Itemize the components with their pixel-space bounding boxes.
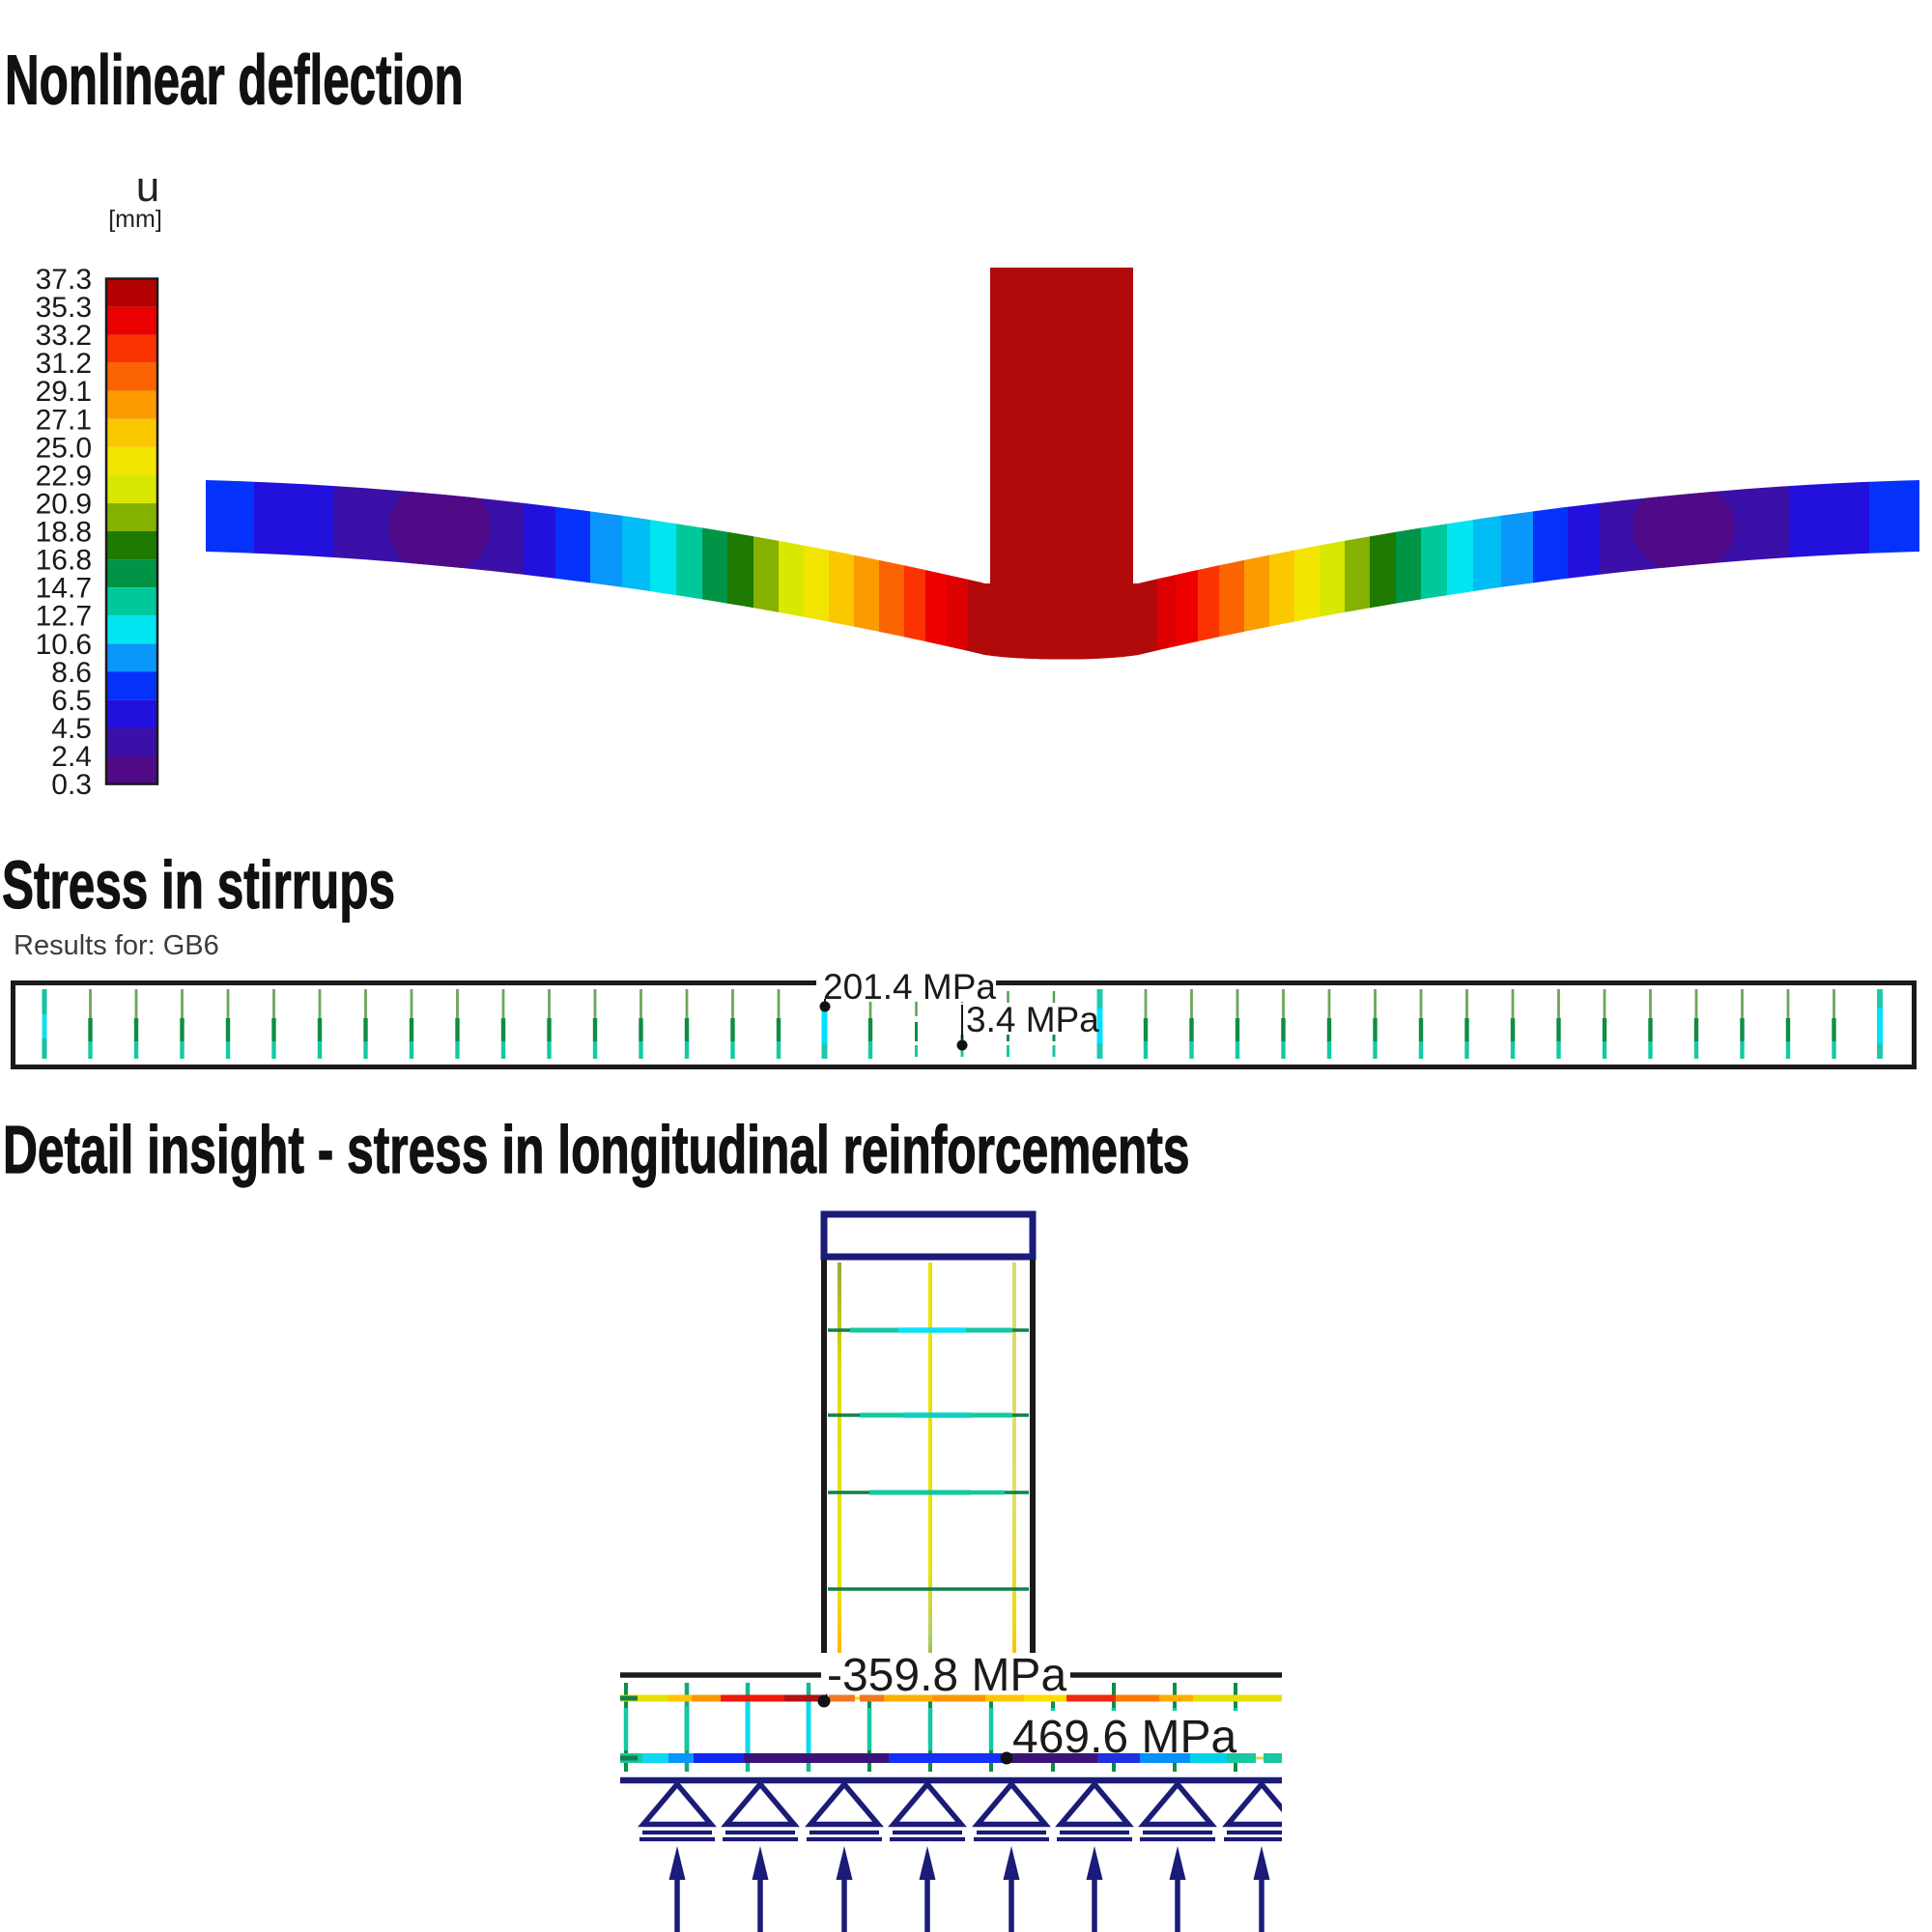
svg-text:6.5: 6.5 xyxy=(51,685,92,717)
svg-text:201.4 MPa: 201.4 MPa xyxy=(823,967,996,1007)
svg-text:8.6: 8.6 xyxy=(51,657,92,689)
svg-text:35.3: 35.3 xyxy=(36,292,92,324)
svg-text:0.3: 0.3 xyxy=(51,769,92,801)
svg-text:14.7: 14.7 xyxy=(36,573,92,605)
svg-text:10.6: 10.6 xyxy=(36,629,92,661)
svg-text:Results for: GB6: Results for: GB6 xyxy=(14,930,219,961)
svg-text:[mm]: [mm] xyxy=(108,206,162,233)
svg-text:22.9: 22.9 xyxy=(36,460,92,492)
svg-text:37.3: 37.3 xyxy=(36,264,92,296)
svg-text:u: u xyxy=(136,163,159,211)
svg-text:Nonlinear deflection: Nonlinear deflection xyxy=(5,42,464,119)
svg-text:29.1: 29.1 xyxy=(36,376,92,408)
svg-text:31.2: 31.2 xyxy=(36,348,92,380)
svg-text:12.7: 12.7 xyxy=(36,601,92,633)
svg-text:33.2: 33.2 xyxy=(36,320,92,352)
svg-text:4.5: 4.5 xyxy=(51,713,92,745)
svg-text:20.9: 20.9 xyxy=(36,489,92,521)
svg-text:Stress in stirrups: Stress in stirrups xyxy=(2,846,395,923)
svg-text:25.0: 25.0 xyxy=(36,432,92,464)
svg-text:-359.8 MPa: -359.8 MPa xyxy=(827,1650,1066,1701)
svg-text:27.1: 27.1 xyxy=(36,404,92,436)
svg-text:2.4: 2.4 xyxy=(51,741,92,773)
svg-text:469.6 MPa: 469.6 MPa xyxy=(1012,1712,1236,1763)
svg-text:3.4 MPa: 3.4 MPa xyxy=(966,1000,1099,1039)
svg-text:16.8: 16.8 xyxy=(36,545,92,577)
svg-text:18.8: 18.8 xyxy=(36,517,92,549)
svg-text:Detail insight - stress in lon: Detail insight - stress in longitudinal … xyxy=(3,1112,1190,1187)
